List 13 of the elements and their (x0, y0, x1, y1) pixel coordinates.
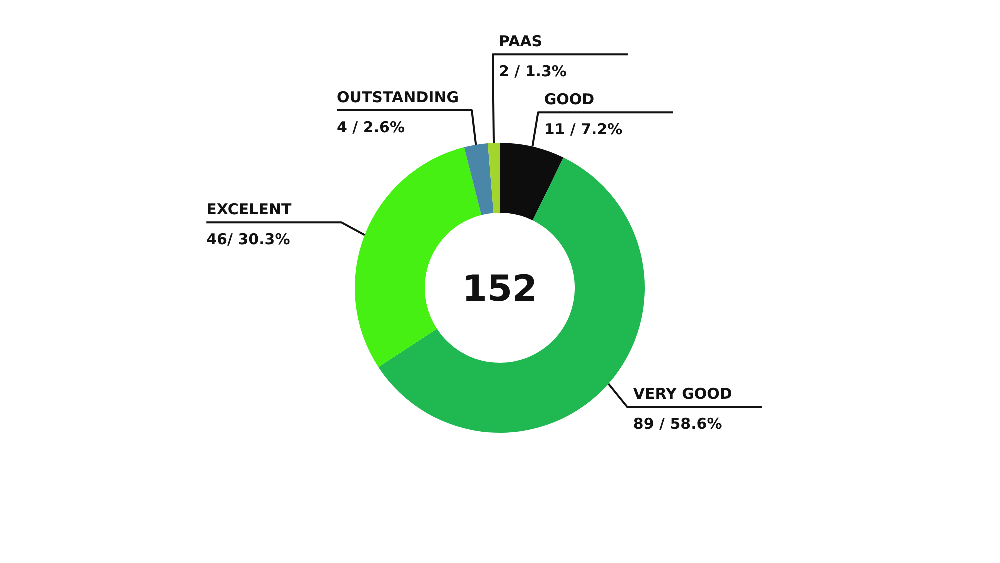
data-label: 4 / 2.6% (337, 118, 405, 136)
data-label: 2 / 1.3% (498, 62, 567, 81)
donut-slice (464, 143, 494, 216)
slice-label: VERY GOOD (633, 385, 732, 404)
data-label: 46/ 30.3% (206, 230, 290, 249)
slice-label: OUTSTANDING (337, 88, 460, 106)
slice-label: PAAS (498, 32, 543, 51)
data-label: 89 / 58.6% (633, 415, 722, 434)
text: 152 (462, 269, 538, 310)
data-label: 11 / 7.2% (544, 120, 623, 139)
donut-slice (488, 143, 500, 214)
slice-label: GOOD (544, 90, 595, 109)
slice-label: EXCELENT (206, 200, 293, 219)
